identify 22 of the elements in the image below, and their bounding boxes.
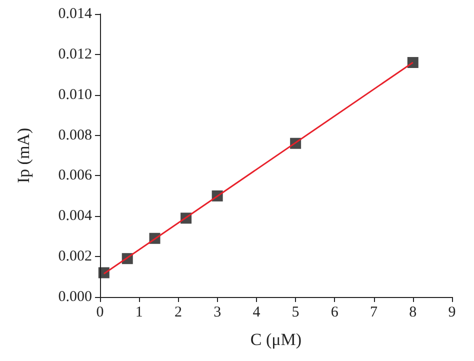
x-tick-label: 5 [292,304,300,320]
x-tick-label: 8 [409,304,417,320]
x-tick-label: 6 [330,304,339,320]
point [98,267,110,278]
x-axis-title: C (μM) [250,330,302,349]
x-tick-label: 7 [370,304,378,320]
y-tick-label: 0.012 [58,46,92,62]
y-axis-title: Ip (mA) [14,128,33,184]
y-tick-label: 0.014 [58,6,92,22]
y-tick-label: 0.002 [58,248,92,265]
x-tick-label: 4 [252,304,261,320]
x-tick-label: 2 [174,304,182,320]
y-tick-label: 0.000 [58,289,92,305]
y-tick-label: 0.004 [58,208,92,224]
y-tick-label: 0.006 [58,168,92,184]
x-tick-label: 9 [448,304,456,320]
x-tick-label: 0 [96,304,104,320]
point [407,57,418,68]
x-tick-label: 1 [135,304,143,320]
y-tick-label: 0.010 [58,86,92,103]
x-tick-label: 3 [214,304,222,320]
y-tick-label: 0.008 [58,127,92,144]
